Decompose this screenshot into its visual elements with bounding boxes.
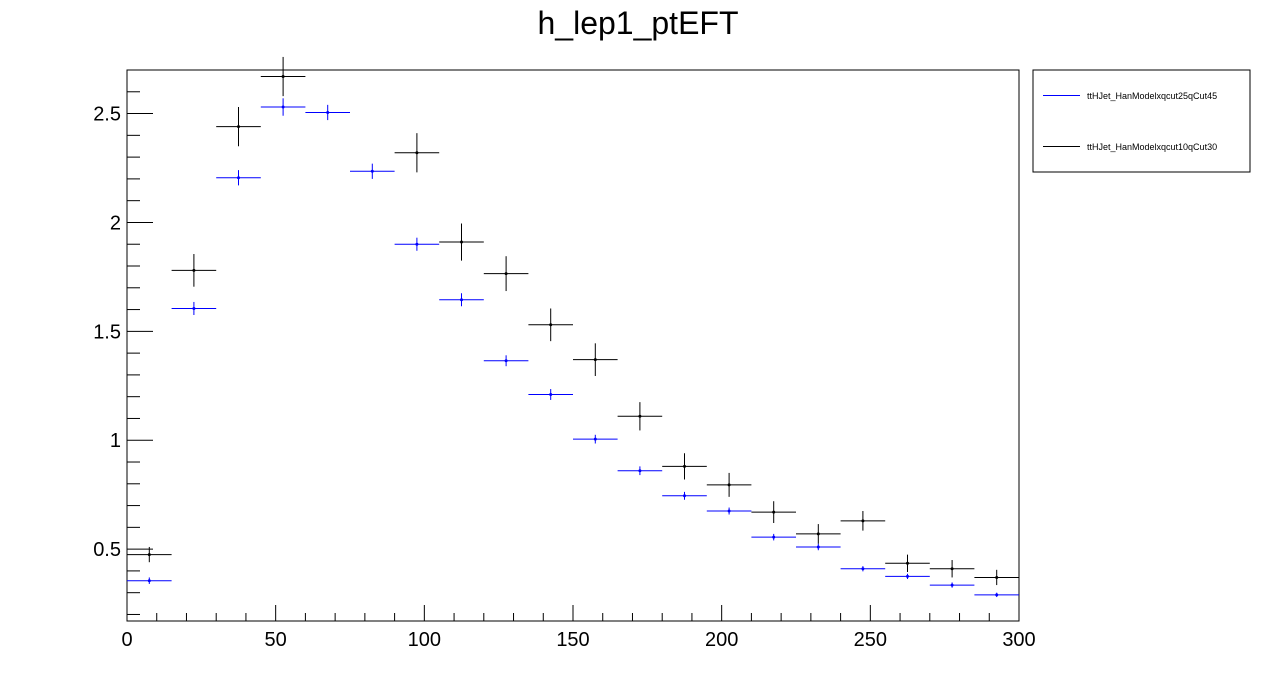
data-point — [727, 483, 731, 487]
data-point — [593, 437, 597, 441]
data-point — [861, 519, 865, 523]
x-tick-label: 200 — [705, 629, 738, 651]
data-point — [460, 240, 463, 244]
data-point — [549, 393, 553, 397]
legend-label-ttHJet_HanModelxqcut25qCut45: ttHJet_HanModelxqcut25qCut45 — [1087, 91, 1217, 101]
data-point — [816, 532, 820, 536]
legend: ttHJet_HanModelxqcut25qCut45 ttHJet_HanM… — [1032, 69, 1251, 173]
data-point — [816, 545, 820, 549]
data-point — [415, 242, 419, 246]
data-point — [593, 358, 597, 362]
data-point — [370, 169, 374, 173]
legend-box — [1032, 69, 1251, 173]
data-point — [683, 494, 686, 498]
x-tick-label: 100 — [408, 629, 441, 651]
y-tick-label: 1.5 — [93, 321, 121, 343]
data-point — [549, 323, 553, 327]
x-axis: 0 50 100 150 200 250 300 — [121, 605, 1036, 651]
data-point — [638, 414, 642, 418]
data-point — [460, 298, 463, 302]
y-tick-label: 2 — [110, 212, 121, 234]
series-layer — [127, 56, 1019, 598]
data-point — [950, 583, 954, 587]
data-point — [727, 509, 731, 513]
data-point — [995, 593, 999, 597]
chart-title: h_lep1_ptEFT — [537, 5, 738, 41]
series-0 — [127, 98, 1019, 598]
x-tick-label: 50 — [265, 629, 287, 651]
legend-label-ttHJet_HanModelxqcut10qCut30: ttHJet_HanModelxqcut10qCut30 — [1087, 142, 1217, 152]
data-point — [772, 535, 776, 539]
data-point — [906, 574, 909, 578]
data-point — [995, 575, 999, 579]
data-point — [415, 151, 419, 155]
data-point — [281, 105, 285, 109]
x-tick-label: 0 — [121, 629, 132, 651]
data-point — [950, 567, 954, 571]
y-tick-label: 2.5 — [93, 104, 121, 126]
data-point — [147, 579, 151, 583]
x-tick-label: 250 — [854, 629, 887, 651]
data-point — [237, 125, 240, 129]
data-point — [237, 176, 240, 180]
data-point — [281, 75, 285, 79]
data-point — [147, 553, 151, 557]
data-point — [192, 268, 196, 272]
data-point — [861, 567, 865, 571]
data-point — [638, 469, 642, 473]
data-point — [504, 272, 508, 276]
y-axis: 0.5 1 1.5 2 2.5 — [93, 69, 153, 615]
series-1 — [127, 56, 1019, 586]
data-point — [906, 561, 909, 565]
x-tick-label: 300 — [1002, 629, 1035, 651]
data-point — [683, 464, 686, 468]
y-tick-label: 1 — [110, 430, 121, 452]
data-point — [772, 510, 776, 514]
data-point — [326, 110, 330, 114]
x-tick-label: 150 — [556, 629, 589, 651]
y-tick-label: 0.5 — [93, 539, 121, 561]
plot-frame — [126, 69, 1020, 622]
data-point — [504, 359, 508, 363]
data-point — [192, 306, 196, 310]
